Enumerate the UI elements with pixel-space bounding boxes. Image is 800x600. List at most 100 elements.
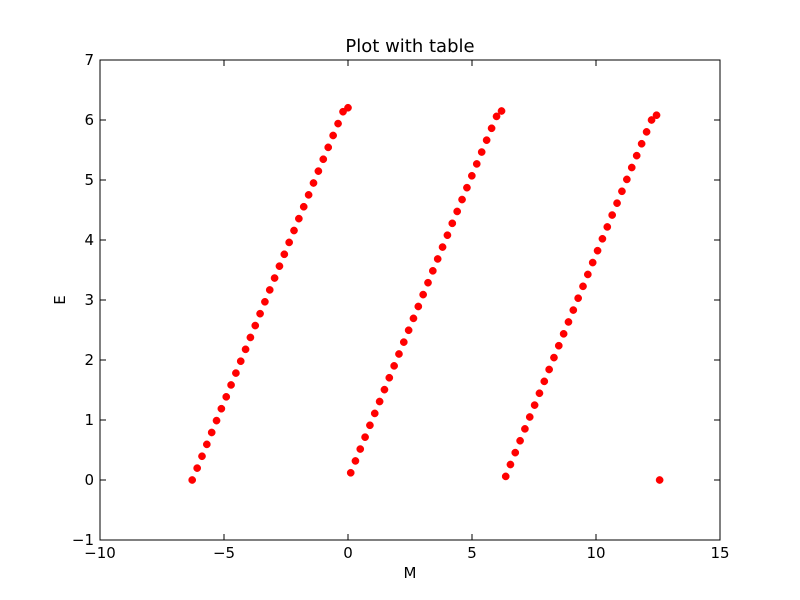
data-point [351,457,360,465]
data-points [188,103,664,484]
data-point [265,286,274,294]
data-point [385,373,394,382]
data-point [545,365,553,374]
data-point [554,341,563,350]
data-point [314,167,323,175]
data-point [637,139,646,148]
data-point [409,314,418,323]
data-point [256,309,264,318]
data-point [623,175,631,184]
data-point [375,397,384,406]
y-tick-label: 5 [84,171,94,189]
data-point [419,290,427,299]
data-point [511,448,520,457]
data-point [295,214,303,223]
data-point [627,163,636,172]
y-tick-label: 2 [84,351,94,369]
x-tick-label: 10 [586,544,605,562]
data-point [222,392,231,401]
data-point [463,183,471,192]
y-tick-label: 0 [84,471,94,489]
data-point [380,385,389,394]
data-point [458,195,466,204]
data-point [574,294,582,303]
plot-frame [99,59,721,541]
data-point [477,148,486,156]
data-point [482,136,491,145]
data-point [370,409,379,418]
data-point [448,219,457,228]
data-point [443,231,452,240]
data-point [501,472,510,481]
data-point [217,404,226,413]
data-point [275,262,284,271]
data-point [319,155,328,164]
chart-title: Plot with table [345,36,474,57]
y-tick-label: 3 [84,291,94,309]
data-point [530,401,539,409]
data-point [188,476,197,484]
data-point [569,306,578,314]
data-point [593,246,602,255]
data-point [241,345,250,354]
data-point [642,128,651,136]
data-point [390,362,398,370]
x-tick-label: −10 [84,544,116,562]
data-point [525,413,534,421]
data-point [202,440,211,449]
y-tick-label: 6 [84,111,94,129]
data-point [270,274,279,282]
y-axis-label: E [51,295,69,304]
data-point [299,202,308,211]
data-point [324,143,333,152]
data-point [603,223,612,231]
data-point [521,425,529,433]
data-point [207,428,216,437]
data-point [588,258,597,267]
data-point [251,321,260,330]
data-point [232,369,240,377]
data-point [655,476,664,484]
x-tick-label: 0 [343,544,353,562]
data-point [472,160,481,168]
data-point [608,211,617,219]
data-point [497,107,506,115]
data-point [193,464,202,472]
data-point [227,381,235,389]
data-point [395,350,403,358]
data-point [309,179,318,187]
data-point [246,333,255,342]
data-point [618,187,626,196]
plot-area [100,60,720,540]
data-point [280,250,289,259]
data-point [535,389,544,398]
data-point [399,338,408,346]
data-point [453,207,462,216]
data-point [647,116,656,124]
data-point [579,282,587,291]
data-point [468,171,476,180]
data-point [334,119,342,128]
data-point [428,266,437,275]
x-axis-label: M [404,564,417,582]
data-point [598,234,607,243]
data-point [212,416,221,425]
data-point [438,243,447,251]
data-point [366,421,374,430]
data-point [583,270,592,279]
data-point [564,318,573,326]
data-point [516,436,524,445]
data-point [559,329,568,338]
data-point [198,452,206,461]
data-point [424,278,432,287]
x-tick-label: −5 [213,544,235,562]
data-point [346,468,355,477]
data-point [261,297,269,306]
data-point [433,255,442,263]
data-point [540,377,549,386]
y-tick-label: 7 [84,51,94,69]
x-tick-label: 15 [710,544,729,562]
data-point [414,302,423,311]
data-point [404,326,413,335]
